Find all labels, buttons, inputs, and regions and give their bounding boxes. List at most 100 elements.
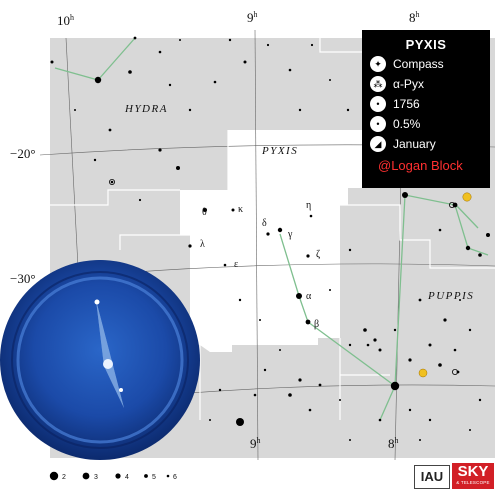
- stars-layer: [50, 36, 490, 441]
- star: [348, 248, 352, 252]
- publisher-logo: IAU SKY & TELESCOPE: [414, 463, 494, 489]
- panel-title: PYXIS: [405, 37, 447, 52]
- greek-theta: θ: [202, 207, 207, 218]
- info-row-percent: • 0.5%: [362, 114, 490, 134]
- star: [238, 298, 242, 302]
- sky-logo-subtext: & TELESCOPE: [456, 480, 490, 485]
- star: [438, 363, 442, 367]
- star: [253, 393, 257, 397]
- star: [443, 318, 447, 322]
- legend-num-6: 6: [173, 474, 177, 481]
- greek-gamma: γ: [287, 229, 293, 240]
- star: [243, 60, 247, 64]
- dec-label-30: −30°: [10, 271, 36, 286]
- star: [453, 348, 457, 352]
- dot-icon: •: [370, 96, 386, 112]
- star: [418, 298, 422, 302]
- star: [266, 43, 270, 47]
- star: [390, 381, 400, 391]
- star: [308, 408, 312, 412]
- greek-delta: δ: [262, 218, 267, 229]
- iau-logo: IAU: [414, 465, 450, 489]
- star: [213, 80, 217, 84]
- info-text-month: January: [393, 137, 436, 151]
- calendar-icon: ◢: [370, 136, 386, 152]
- star: [288, 68, 292, 72]
- info-text-year: 1756: [393, 97, 420, 111]
- star: [329, 289, 331, 291]
- planet-marker: [418, 368, 428, 378]
- star: [266, 232, 270, 236]
- star: [93, 158, 97, 162]
- star: [133, 36, 137, 40]
- star: [277, 227, 283, 233]
- star: [305, 319, 311, 325]
- info-row-brightest-star: ⁂ α-Pyx: [362, 74, 490, 94]
- info-panel: PYXIS ✦ Compass ⁂ α-Pyx • 1756 • 0.5% ◢ …: [362, 30, 490, 188]
- constellation-boundaries: [50, 38, 495, 420]
- star: [306, 254, 310, 258]
- star: [228, 38, 232, 42]
- star: [318, 383, 322, 387]
- info-row-meaning: ✦ Compass: [362, 54, 490, 74]
- legend-num-3: 3: [94, 474, 98, 481]
- star: [419, 439, 421, 441]
- star: [428, 418, 432, 422]
- ra-label-9h: 9h: [247, 10, 258, 25]
- star: [279, 349, 281, 351]
- star-cluster-icon: ⁂: [370, 76, 386, 92]
- star: [469, 429, 471, 431]
- star: [168, 83, 172, 87]
- star: [158, 50, 162, 54]
- star: [378, 418, 382, 422]
- star: [203, 208, 207, 212]
- ra-label-8h-bottom: 8h: [388, 436, 399, 451]
- star: [310, 43, 314, 47]
- panel-author: @Logan Block: [378, 158, 463, 173]
- legend-dot-6: [166, 474, 170, 478]
- star: [158, 148, 162, 152]
- star: [263, 368, 267, 372]
- star: [223, 263, 227, 267]
- greek-zeta: ζ: [316, 249, 320, 260]
- legend-num-4: 4: [125, 474, 129, 481]
- deep-sky-marker: [451, 368, 458, 375]
- star: [438, 228, 442, 232]
- planet-marker: [462, 192, 472, 202]
- star: [298, 108, 302, 112]
- star: [486, 233, 490, 237]
- star: [209, 419, 211, 421]
- star: [393, 328, 397, 332]
- greek-alpha: α: [306, 291, 312, 302]
- star: [231, 208, 235, 212]
- dot-icon: •: [370, 116, 386, 132]
- ra-label-10h: 10h: [57, 13, 74, 28]
- star: [50, 60, 54, 64]
- star: [348, 343, 352, 347]
- star: [468, 328, 472, 332]
- info-row-year: • 1756: [362, 94, 490, 114]
- sky-logo-text: SKY: [457, 463, 489, 480]
- star: [309, 214, 313, 218]
- star: [402, 192, 408, 198]
- star: [188, 108, 192, 112]
- dec-label-20: −20°: [10, 146, 36, 161]
- label-puppis: PUPPIS: [427, 290, 474, 302]
- star: [110, 180, 114, 184]
- star: [452, 202, 458, 208]
- ra-label-8h: 8h: [409, 10, 420, 25]
- legend-num-2: 2: [62, 474, 66, 481]
- star: [478, 398, 482, 402]
- label-hydra: HYDRA: [124, 103, 168, 115]
- greek-eta: η: [306, 200, 311, 211]
- greek-epsilon: ε: [234, 259, 238, 270]
- star: [259, 319, 261, 321]
- star: [366, 343, 370, 347]
- legend-dot-4: [115, 473, 121, 479]
- star: [408, 358, 412, 362]
- greek-kappa: κ: [238, 204, 243, 215]
- info-row-month: ◢ January: [362, 134, 490, 154]
- star: [373, 338, 377, 342]
- legend-dot-2: [49, 471, 59, 481]
- star: [378, 348, 382, 352]
